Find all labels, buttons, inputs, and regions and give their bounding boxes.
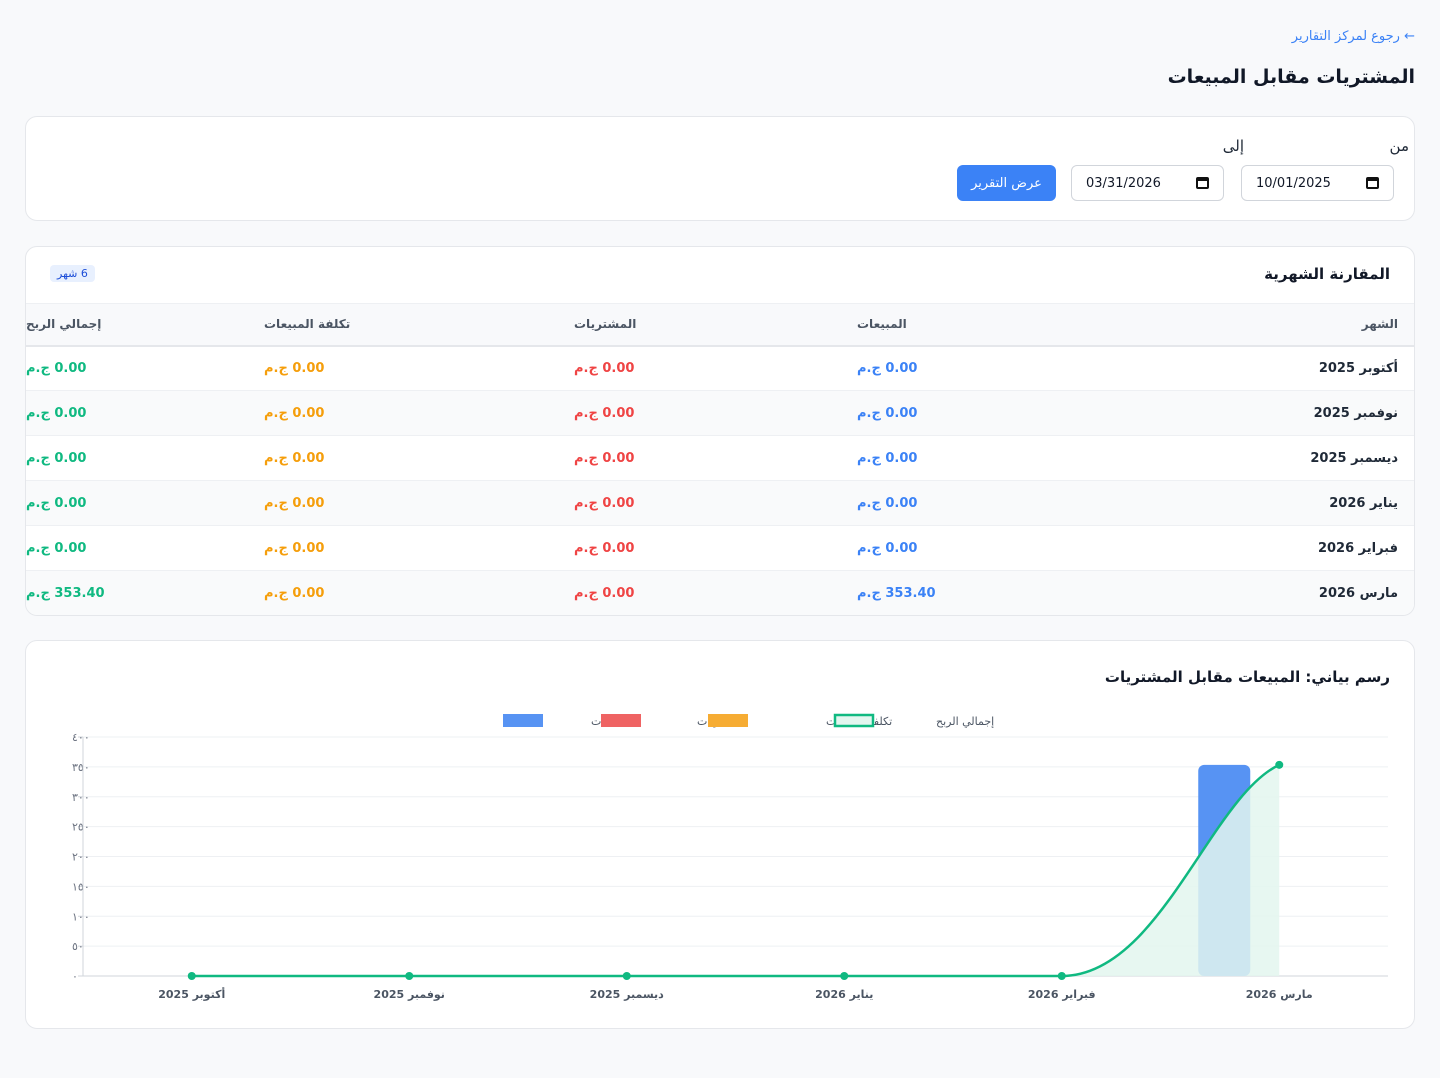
legend-swatch bbox=[601, 714, 641, 727]
cell-purchases: 0.00 ج.م bbox=[574, 495, 635, 511]
header-purchases[interactable]: المشتريات bbox=[574, 317, 637, 332]
profit-point bbox=[1057, 972, 1066, 980]
cell-cost: 0.00 ج.م bbox=[264, 495, 325, 511]
cell-purchases: 0.00 ج.م bbox=[574, 450, 635, 466]
y-tick-label: ١٥٠ bbox=[72, 880, 90, 893]
cell-purchases: 0.00 ج.م bbox=[574, 360, 635, 376]
cell-profit: 0.00 ج.م bbox=[26, 495, 87, 511]
y-tick-label: ٣٠٠ bbox=[72, 791, 90, 804]
profit-point bbox=[840, 972, 849, 980]
cell-profit: 0.00 ج.م bbox=[26, 405, 87, 421]
monthly-comparison-card: المقارنة الشهرية 6 شهر الشهر المبيعات ال… bbox=[25, 246, 1415, 616]
cell-purchases: 0.00 ج.م bbox=[574, 405, 635, 421]
monthly-comparison-table: الشهر المبيعات المشتريات تكلفة المبيعات … bbox=[26, 303, 1414, 615]
filter-card: من 10/01/2025 إلى 03/31/2026 عرض التقرير bbox=[25, 116, 1415, 221]
cell-month: فبراير 2026 bbox=[1317, 540, 1398, 556]
profit-point bbox=[405, 972, 414, 980]
to-date-input[interactable]: 03/31/2026 bbox=[1071, 165, 1224, 201]
chart-card: رسم بياني: المبيعات مقابل المشتريات ٠ ٥٠ ١… bbox=[25, 640, 1415, 1029]
cell-sales: 0.00 ج.م bbox=[857, 360, 918, 376]
header-month[interactable]: الشهر bbox=[1361, 317, 1398, 332]
x-tick-label: فبراير 2026 bbox=[1028, 988, 1096, 1001]
x-tick-label: أكتوبر 2025 bbox=[158, 987, 225, 1001]
header-profit[interactable]: إجمالي الربح bbox=[26, 317, 102, 332]
x-tick-label: نوفمبر 2025 bbox=[374, 988, 445, 1001]
show-report-button[interactable]: عرض التقرير bbox=[957, 165, 1056, 201]
page-title: المشتريات مقابل المبيعات bbox=[1167, 66, 1415, 88]
cell-cost: 0.00 ج.م bbox=[264, 405, 325, 421]
cell-sales: 0.00 ج.م bbox=[857, 405, 918, 421]
from-label: من bbox=[1389, 137, 1409, 155]
table-row: مارس 2026 353.40 ج.م 0.00 ج.م 0.00 ج.م 3… bbox=[26, 570, 1414, 615]
table-row: يناير 2026 0.00 ج.م 0.00 ج.م 0.00 ج.م 0.… bbox=[26, 480, 1414, 526]
x-tick-label: ديسمبر 2025 bbox=[590, 988, 664, 1001]
header-sales[interactable]: المبيعات bbox=[857, 317, 907, 332]
cell-sales: 353.40 ج.م bbox=[857, 585, 936, 601]
cell-month: يناير 2026 bbox=[1329, 495, 1398, 511]
cell-purchases: 0.00 ج.م bbox=[574, 540, 635, 556]
sales-purchases-chart: ٠ ٥٠ ١٠٠ ١٥٠ ٢٠٠ ٢٥٠ ٣٠٠ ٣٥٠ ٤٠٠ أكتوبر 2025 نوفمب… bbox=[72, 713, 1388, 1001]
table-row: ديسمبر 2025 0.00 ج.م 0.00 ج.م 0.00 ج.م 0… bbox=[26, 436, 1414, 481]
profit-point bbox=[187, 972, 196, 980]
table-header-row: الشهر المبيعات المشتريات تكلفة المبيعات … bbox=[26, 303, 1414, 346]
legend-swatch bbox=[503, 714, 543, 727]
cell-purchases: 0.00 ج.م bbox=[574, 585, 635, 601]
table-row: أكتوبر 2025 0.00 ج.م 0.00 ج.م 0.00 ج.م 0… bbox=[26, 346, 1414, 391]
cell-month: مارس 2026 bbox=[1318, 585, 1398, 601]
y-tick-label: ٢٥٠ bbox=[72, 821, 90, 834]
table-row: نوفمبر 2025 0.00 ج.م 0.00 ج.م 0.00 ج.م 0… bbox=[26, 390, 1414, 436]
cell-cost: 0.00 ج.م bbox=[264, 360, 325, 376]
cell-cost: 0.00 ج.م bbox=[264, 450, 325, 466]
from-date-value: 10/01/2025 bbox=[1256, 175, 1331, 191]
x-tick-label: مارس 2026 bbox=[1246, 988, 1313, 1001]
header-cost[interactable]: تكلفة المبيعات bbox=[264, 317, 351, 332]
cell-cost: 0.00 ج.م bbox=[264, 585, 325, 601]
y-tick-label: ٢٠٠ bbox=[72, 851, 90, 864]
y-tick-label: ٠ bbox=[72, 970, 78, 983]
to-date-value: 03/31/2026 bbox=[1086, 175, 1161, 191]
cell-profit: 0.00 ج.م bbox=[26, 540, 87, 556]
back-to-reports-link[interactable]: ← رجوع لمركز التقارير bbox=[1291, 29, 1415, 44]
monthly-comparison-title: المقارنة الشهرية bbox=[1264, 265, 1390, 283]
y-tick-label: ٤٠٠ bbox=[72, 731, 90, 744]
to-label: إلى bbox=[1222, 137, 1244, 155]
cell-sales: 0.00 ج.م bbox=[857, 495, 918, 511]
calendar-icon[interactable] bbox=[1366, 177, 1379, 189]
cell-month: ديسمبر 2025 bbox=[1310, 450, 1398, 466]
x-tick-label: يناير 2026 bbox=[815, 988, 873, 1001]
months-count-badge: 6 شهر bbox=[50, 265, 95, 282]
cell-cost: 0.00 ج.م bbox=[264, 540, 325, 556]
cell-sales: 0.00 ج.م bbox=[857, 450, 918, 466]
y-tick-label: ٣٥٠ bbox=[72, 761, 90, 774]
cell-profit: 0.00 ج.م bbox=[26, 360, 87, 376]
profit-point bbox=[622, 972, 631, 980]
legend-swatch bbox=[833, 713, 875, 728]
cell-sales: 0.00 ج.م bbox=[857, 540, 918, 556]
cell-profit: 353.40 ج.م bbox=[26, 585, 105, 601]
legend-swatch bbox=[708, 714, 748, 727]
y-tick-label: ١٠٠ bbox=[72, 910, 90, 923]
legend-label: إجمالي الربح bbox=[936, 715, 994, 728]
cell-month: نوفمبر 2025 bbox=[1313, 405, 1398, 421]
chart-title: رسم بياني: المبيعات مقابل المشتريات bbox=[1104, 668, 1390, 686]
y-tick-label: ٥٠ bbox=[72, 940, 84, 953]
from-date-input[interactable]: 10/01/2025 bbox=[1241, 165, 1394, 201]
cell-profit: 0.00 ج.م bbox=[26, 450, 87, 466]
cell-month: أكتوبر 2025 bbox=[1318, 360, 1398, 376]
profit-area bbox=[191, 764, 1280, 976]
calendar-icon[interactable] bbox=[1196, 177, 1209, 189]
profit-point bbox=[1275, 760, 1284, 769]
table-row: فبراير 2026 0.00 ج.م 0.00 ج.م 0.00 ج.م 0… bbox=[26, 526, 1414, 571]
